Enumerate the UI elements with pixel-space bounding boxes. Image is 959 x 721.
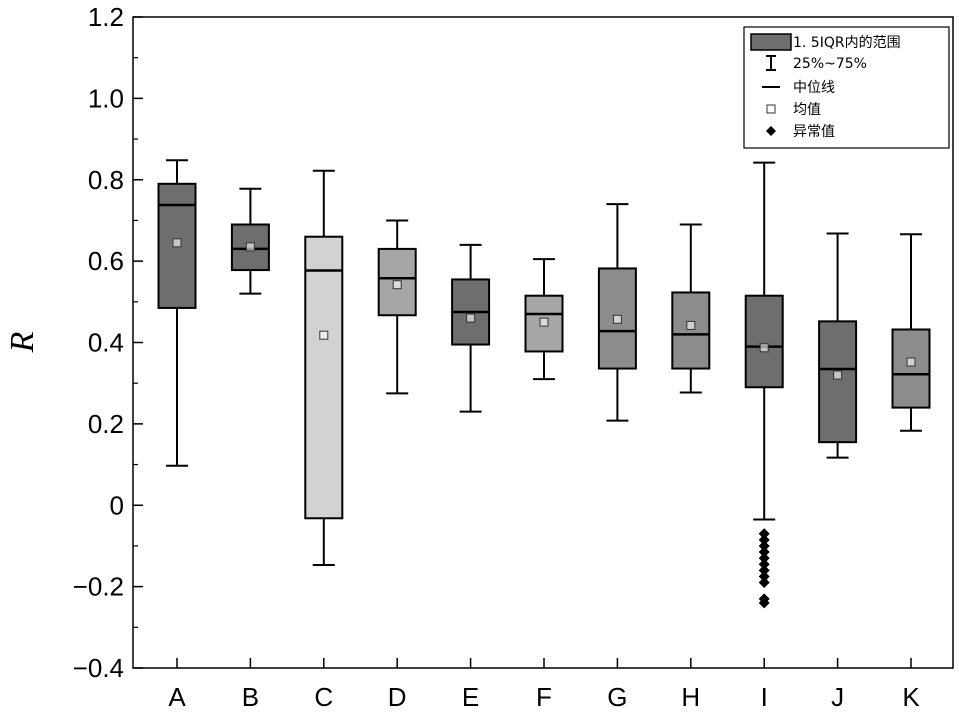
- legend-outlier-symbol: [766, 126, 776, 136]
- outlier-point: [758, 558, 770, 570]
- mean-marker: [686, 320, 696, 330]
- x-tick-label: I: [761, 682, 768, 712]
- iqr-box: [304, 235, 344, 520]
- x-axis: A B C D E F G H I J K: [168, 658, 920, 712]
- y-tick-label: 0.4: [88, 328, 124, 358]
- legend-mean-symbol: [766, 104, 776, 114]
- iqr-box: [744, 294, 784, 389]
- x-tick-label: B: [242, 682, 259, 712]
- y-tick-label: 0.8: [88, 165, 124, 195]
- legend-label-box: 1. 5IQR内的范围: [793, 34, 901, 51]
- outlier-point: [758, 528, 770, 540]
- x-tick-label: G: [607, 682, 627, 712]
- box-F: [524, 258, 564, 381]
- outlier-point: [758, 597, 770, 609]
- mean-marker: [319, 330, 329, 340]
- outlier-point: [758, 546, 770, 558]
- legend-box-symbol: [750, 33, 792, 51]
- box-A: [157, 159, 197, 467]
- y-axis-label: R: [4, 331, 41, 353]
- y-axis: 1.2 1.0 0.8 0.6 0.4 0.2 0 −0.2 −0.4: [73, 2, 143, 683]
- box-D: [377, 219, 417, 395]
- y-tick-label: −0.4: [73, 653, 124, 683]
- legend-label-median: 中位线: [793, 80, 835, 96]
- legend-label-whisker: 25%~75%: [793, 56, 867, 72]
- outlier-point: [758, 564, 770, 576]
- mean-marker: [612, 314, 622, 324]
- mean-marker: [245, 242, 255, 252]
- iqr-box: [818, 320, 858, 444]
- box-H: [671, 223, 711, 394]
- legend-label-mean: 均值: [793, 102, 821, 118]
- box-J: [818, 232, 858, 459]
- outlier-point: [758, 570, 770, 582]
- outlier-point: [758, 552, 770, 564]
- boxes-layer: [157, 159, 931, 609]
- x-tick-label: H: [681, 682, 700, 712]
- x-tick-label: D: [388, 682, 407, 712]
- y-tick-label: 1.2: [88, 2, 124, 32]
- x-tick-label: E: [462, 682, 479, 712]
- x-tick-label: K: [902, 682, 920, 712]
- mean-marker: [392, 280, 402, 290]
- mean-marker: [906, 357, 916, 367]
- y-tick-label: 0: [110, 490, 124, 520]
- box-B: [230, 187, 270, 295]
- x-tick-label: A: [168, 682, 186, 712]
- mean-marker: [539, 317, 549, 327]
- y-tick-label: 0.6: [88, 246, 124, 276]
- mean-marker: [833, 370, 843, 380]
- iqr-box: [891, 328, 931, 409]
- mean-marker: [466, 313, 476, 323]
- box-K: [891, 233, 931, 432]
- box-I: [744, 161, 784, 609]
- box-C: [304, 169, 344, 567]
- outlier-point: [758, 534, 770, 546]
- mean-marker: [759, 343, 769, 353]
- y-tick-label: 1.0: [88, 83, 124, 113]
- x-tick-label: C: [314, 682, 333, 712]
- legend-label-outlier: 异常值: [793, 124, 835, 140]
- y-tick-label: −0.2: [73, 572, 124, 602]
- outlier-point: [758, 577, 770, 589]
- box-G: [597, 203, 637, 422]
- iqr-box: [671, 291, 711, 370]
- mean-marker: [172, 238, 182, 248]
- x-tick-label: J: [831, 682, 844, 712]
- y-tick-label: 0.2: [88, 409, 124, 439]
- box-E: [451, 243, 491, 413]
- x-tick-label: F: [536, 682, 552, 712]
- outlier-point: [758, 540, 770, 552]
